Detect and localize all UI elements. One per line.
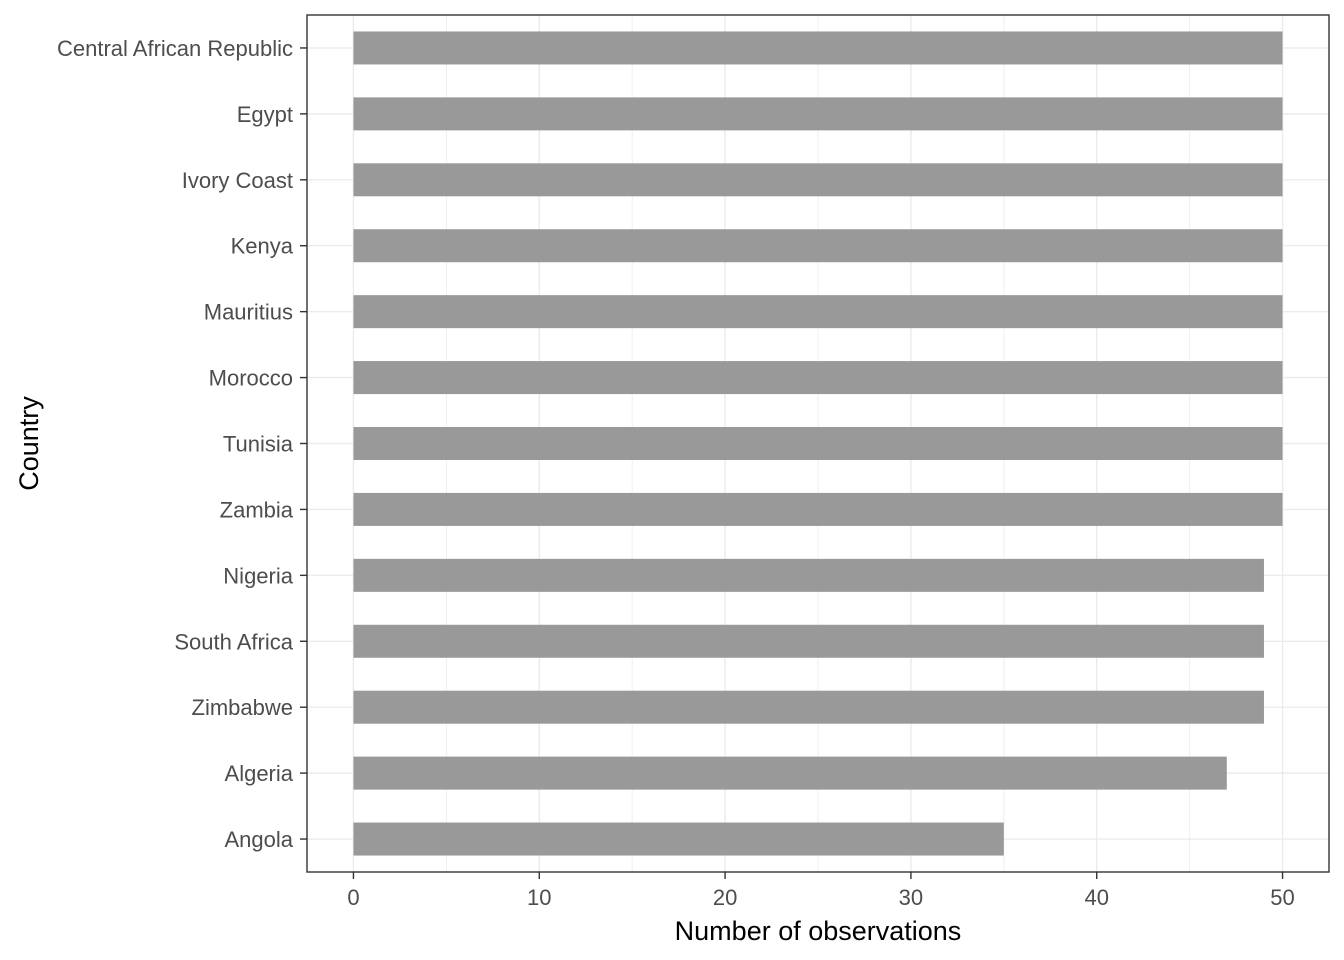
- y-tick-label: Kenya: [231, 234, 294, 259]
- y-tick-label: Nigeria: [223, 563, 293, 588]
- y-tick-label: Zambia: [220, 497, 294, 522]
- x-axis-title: Number of observations: [675, 916, 962, 946]
- y-tick-label: Algeria: [225, 761, 294, 786]
- bars: [353, 31, 1283, 856]
- bar: [353, 427, 1283, 460]
- bar: [353, 295, 1283, 329]
- x-tick-label: 30: [899, 885, 923, 910]
- y-tick-label: Ivory Coast: [182, 168, 293, 193]
- x-tick-label: 40: [1084, 885, 1108, 910]
- bar: [353, 756, 1227, 790]
- bar: [353, 690, 1264, 724]
- y-tick-label: Mauritius: [204, 300, 293, 325]
- y-axis-title: Country: [14, 396, 44, 491]
- bar: [353, 558, 1264, 592]
- y-tick-label: Central African Republic: [57, 36, 293, 61]
- y-tick-label: Angola: [224, 827, 293, 852]
- bar: [353, 97, 1283, 131]
- bar: [353, 492, 1283, 526]
- y-tick-label: South Africa: [174, 629, 293, 654]
- y-axis: Central African Republic Egypt Ivory Coast…: [57, 36, 307, 852]
- x-tick-label: 50: [1270, 885, 1294, 910]
- y-tick-label: Morocco: [209, 366, 293, 391]
- bar: [353, 822, 1004, 856]
- x-tick-label: 0: [347, 885, 359, 910]
- x-tick-label: 10: [527, 885, 551, 910]
- y-tick-label: Tunisia: [223, 432, 294, 457]
- y-tick-label: Egypt: [237, 102, 293, 127]
- y-tick-label: Zimbabwe: [192, 695, 293, 720]
- bar: [353, 361, 1283, 395]
- x-axis: 0 10 20 30 40 50: [347, 872, 1295, 910]
- bar: [353, 163, 1283, 197]
- bar: [353, 229, 1283, 263]
- bar: [353, 31, 1283, 65]
- x-tick-label: 20: [713, 885, 737, 910]
- bar: [353, 624, 1264, 658]
